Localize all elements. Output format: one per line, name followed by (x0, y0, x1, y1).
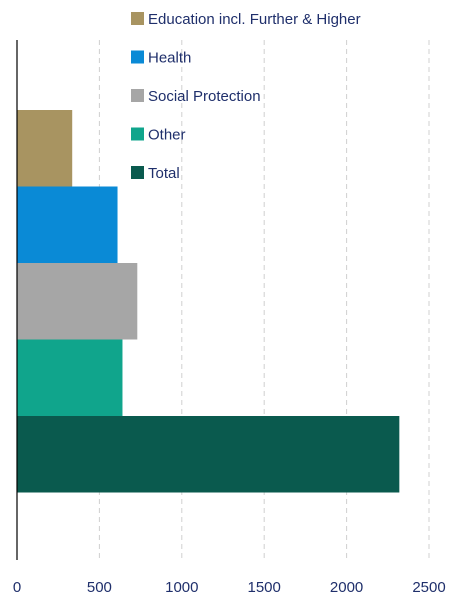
bars (17, 110, 400, 493)
legend: Education incl. Further & Higher Health So… (131, 11, 361, 182)
x-tick-label-0: 0 (13, 579, 21, 596)
legend-label-health: Health (148, 50, 191, 67)
legend-swatch-social-protection (131, 89, 144, 102)
bar-total (17, 416, 400, 493)
legend-swatch-other (131, 127, 144, 141)
legend-swatch-health (131, 50, 144, 64)
bar-health (17, 186, 118, 263)
legend-swatch-education-incl-further-higher (131, 12, 144, 25)
x-tick-labels: 0 500 1000 1500 2000 2500 (13, 579, 446, 596)
x-tick-label-2500: 2500 (412, 579, 445, 596)
x-tick-label-500: 500 (87, 579, 112, 596)
legend-label-social-protection: Social Protection (148, 88, 261, 105)
bar-education-incl-further-higher (17, 110, 73, 187)
legend-swatch-total (131, 166, 144, 179)
x-tick-label-2000: 2000 (330, 579, 363, 596)
x-tick-label-1500: 1500 (248, 579, 281, 596)
bar-other (17, 339, 123, 416)
legend-label-other: Other (148, 127, 186, 144)
x-tick-label-1000: 1000 (165, 579, 198, 596)
bar-social-protection (17, 263, 138, 340)
legend-label-total: Total (148, 165, 180, 182)
legend-label-education-incl-further-higher: Education incl. Further & Higher (148, 11, 361, 28)
